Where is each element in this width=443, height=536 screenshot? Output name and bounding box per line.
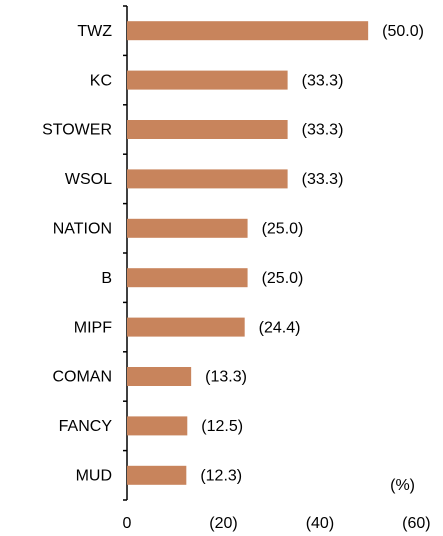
bar	[127, 169, 288, 189]
value-label: (33.3)	[302, 122, 344, 139]
y-tick-label: FANCY	[59, 418, 113, 435]
bar	[127, 21, 369, 41]
value-label: (50.0)	[382, 23, 424, 40]
bar	[127, 218, 248, 238]
bar	[127, 268, 248, 288]
value-label: (12.5)	[201, 418, 243, 435]
value-label: (24.4)	[259, 319, 301, 336]
bar	[127, 70, 288, 90]
axis-unit: (%)	[390, 477, 415, 494]
y-tick-label: TWZ	[77, 23, 112, 40]
value-label: (25.0)	[262, 270, 304, 287]
y-tick-label: MUD	[76, 468, 112, 485]
x-tick-label: 0	[123, 515, 132, 532]
value-label: (12.3)	[200, 468, 242, 485]
y-tick-label: STOWER	[42, 122, 112, 139]
y-tick-label: B	[101, 270, 112, 287]
y-tick-label: NATION	[53, 221, 112, 238]
value-label: (33.3)	[302, 72, 344, 89]
bar	[127, 367, 192, 386]
x-tick-label: (40)	[306, 515, 334, 532]
bar	[127, 120, 288, 139]
value-label: (25.0)	[262, 221, 304, 238]
bar	[127, 317, 245, 337]
x-tick-label: (60)	[402, 515, 430, 532]
value-label: (33.3)	[302, 171, 344, 188]
y-tick-label: MIPF	[74, 319, 112, 336]
y-tick-label: COMAN	[52, 369, 112, 386]
bar	[127, 416, 188, 436]
x-tick-label: (20)	[209, 515, 237, 532]
y-tick-label: WSOL	[65, 171, 112, 188]
bar	[127, 465, 187, 485]
value-label: (13.3)	[205, 369, 247, 386]
y-tick-label: KC	[90, 72, 112, 89]
